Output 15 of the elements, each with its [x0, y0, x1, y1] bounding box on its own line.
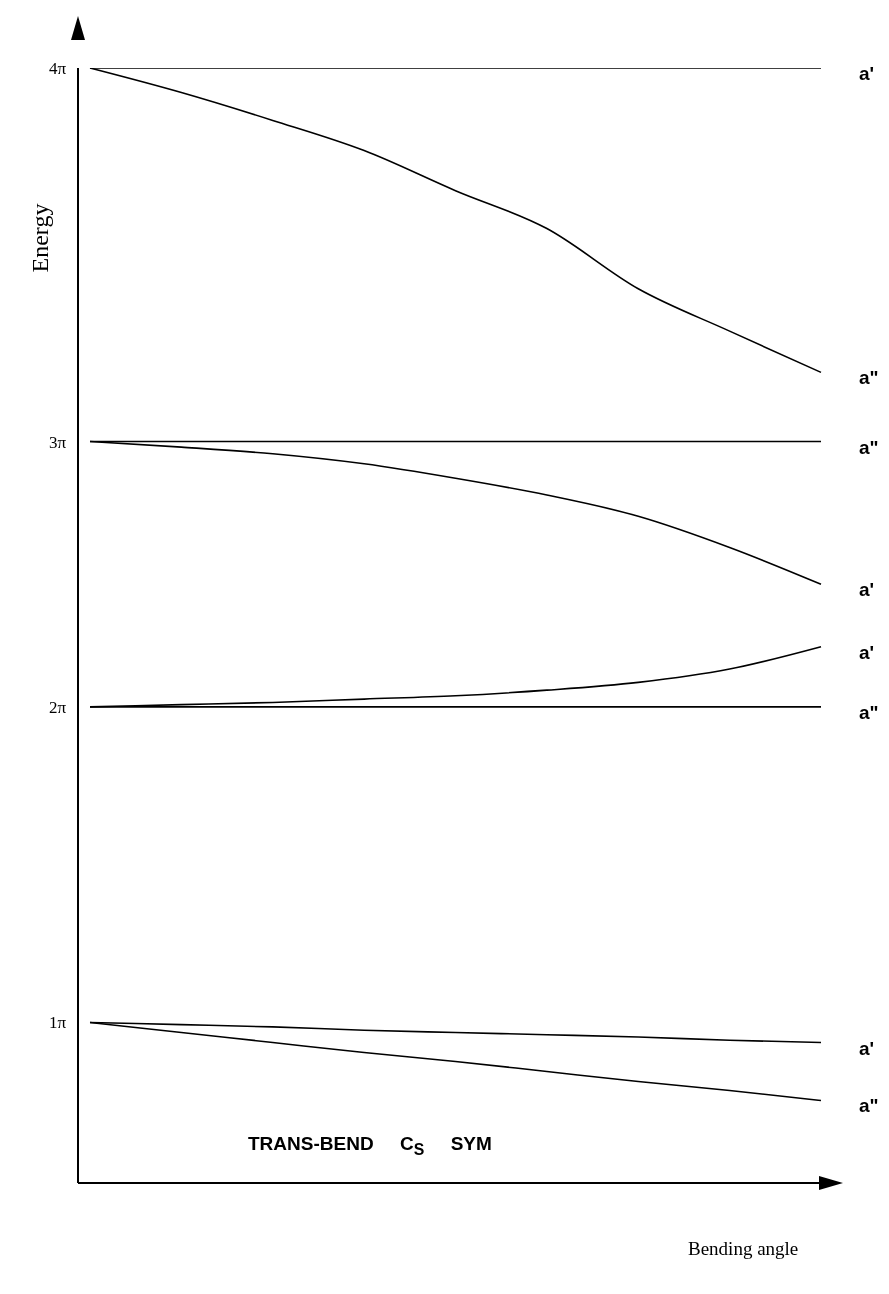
text: TRANS-BEND C$_{S}$ SYM	[248, 1133, 492, 1158]
text: 1π	[48, 1013, 67, 1033]
text: a"	[859, 1095, 879, 1117]
text: a'	[859, 579, 875, 601]
text: 3π	[48, 432, 67, 452]
text: a'	[859, 641, 875, 663]
text: a"	[859, 436, 879, 458]
text: a'	[859, 1037, 875, 1059]
text: 4π	[48, 59, 67, 79]
text: a"	[859, 701, 879, 723]
text: 2π	[48, 697, 67, 717]
y-axis-title: Energy	[27, 203, 53, 273]
text: a"	[859, 367, 879, 389]
text: a'	[859, 63, 875, 84]
x-axis-title: Bending angle	[688, 1238, 799, 1260]
